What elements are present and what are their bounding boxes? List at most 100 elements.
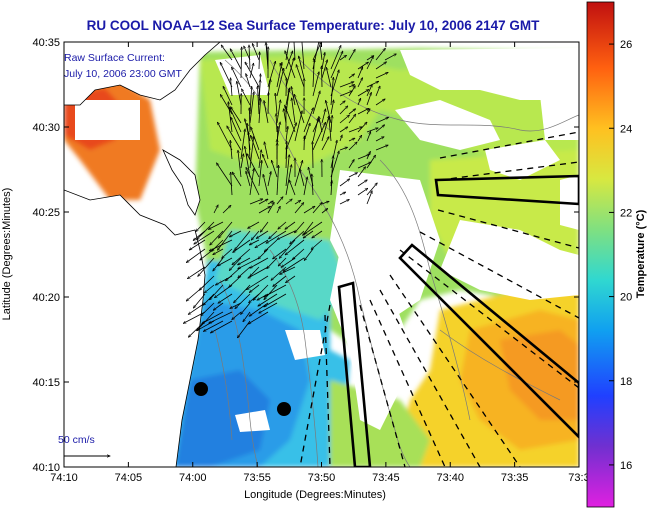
y-tick-label: 40:30 bbox=[32, 122, 60, 134]
current-vector bbox=[249, 284, 260, 293]
current-vector bbox=[292, 248, 305, 260]
current-vector bbox=[303, 177, 307, 196]
current-vector bbox=[238, 257, 251, 265]
current-vector bbox=[375, 48, 385, 61]
current-vector bbox=[357, 67, 363, 79]
current-vector bbox=[235, 230, 251, 250]
current-vector bbox=[251, 230, 260, 240]
current-vector bbox=[357, 108, 369, 115]
colorbar-tick-label: 16 bbox=[620, 460, 632, 472]
current-vector bbox=[280, 266, 296, 274]
current-vector bbox=[204, 284, 215, 293]
current-vector bbox=[278, 221, 287, 229]
current-vector bbox=[267, 202, 274, 214]
colorbar-gradient bbox=[586, 1, 615, 508]
current-vector bbox=[357, 162, 371, 169]
current-vector bbox=[304, 248, 314, 261]
current-vector bbox=[258, 206, 271, 214]
current-vector bbox=[244, 46, 251, 61]
current-vector bbox=[213, 302, 224, 310]
current-vector bbox=[264, 142, 269, 160]
current-vector bbox=[348, 138, 355, 142]
current-vector bbox=[319, 116, 323, 133]
current-vector bbox=[294, 203, 304, 214]
current-vector bbox=[348, 142, 357, 151]
current-vector bbox=[286, 146, 287, 169]
current-vector bbox=[271, 160, 278, 178]
current-vector bbox=[198, 257, 215, 276]
current-vector bbox=[245, 62, 260, 88]
current-vector bbox=[230, 108, 242, 133]
current-vector bbox=[348, 109, 356, 115]
current-vector bbox=[285, 155, 289, 187]
current-vector bbox=[375, 62, 387, 70]
current-vector bbox=[260, 221, 269, 232]
current-vector bbox=[264, 101, 269, 124]
current-vector bbox=[312, 174, 313, 196]
current-vector bbox=[232, 311, 242, 320]
current-vector bbox=[285, 199, 292, 205]
current-vector bbox=[264, 293, 287, 307]
current-vector bbox=[285, 221, 296, 229]
current-vector bbox=[194, 230, 215, 244]
current-vector bbox=[313, 141, 314, 169]
current-vector bbox=[231, 107, 242, 124]
current-vector bbox=[348, 74, 355, 79]
current-vector bbox=[242, 89, 251, 106]
current-vector bbox=[348, 173, 358, 178]
x-tick-label: 73:50 bbox=[308, 472, 336, 484]
current-vector bbox=[294, 160, 303, 187]
current-vector bbox=[246, 275, 269, 290]
current-vector bbox=[267, 257, 278, 269]
current-vector bbox=[366, 92, 371, 106]
current-vector bbox=[241, 302, 251, 315]
current-vector bbox=[331, 115, 332, 133]
colorbar-label: Temperature (°C) bbox=[635, 209, 647, 298]
current-vector bbox=[253, 284, 269, 300]
current-vector bbox=[231, 117, 242, 142]
current-vector bbox=[375, 99, 385, 106]
current-vector bbox=[312, 122, 326, 151]
current-vector bbox=[231, 172, 233, 196]
current-vector bbox=[238, 150, 242, 178]
current-vector bbox=[276, 206, 280, 214]
current-vector bbox=[366, 155, 376, 169]
current-vector bbox=[357, 135, 362, 142]
land bbox=[64, 42, 221, 467]
current-vector bbox=[321, 201, 329, 205]
current-vector bbox=[348, 127, 362, 133]
current-vector bbox=[285, 123, 297, 151]
current-vector bbox=[321, 60, 327, 79]
current-vector bbox=[250, 266, 260, 277]
current-vector bbox=[312, 119, 319, 133]
current-vector bbox=[321, 209, 328, 214]
current-vector bbox=[312, 42, 322, 61]
current-vector bbox=[330, 51, 343, 79]
colorbar: 26 24 22 20 18 16 Temperature (°C) bbox=[586, 1, 647, 508]
current-vector bbox=[269, 230, 278, 239]
current-vector bbox=[339, 127, 348, 133]
current-vector bbox=[218, 293, 233, 303]
current-vector bbox=[211, 239, 224, 251]
current-vector bbox=[329, 118, 332, 142]
legend-line-2: July 10, 2006 23:00 GMT bbox=[64, 68, 182, 80]
current-vector bbox=[256, 230, 269, 239]
current-vector bbox=[238, 257, 260, 269]
current-vector bbox=[228, 102, 233, 133]
current-vector bbox=[259, 302, 278, 313]
current-vector bbox=[330, 140, 337, 169]
current-vector bbox=[246, 171, 251, 187]
current-vector bbox=[209, 239, 233, 251]
colorbar-tick-label: 18 bbox=[620, 376, 632, 388]
current-vector bbox=[193, 230, 206, 241]
current-vector bbox=[304, 221, 323, 234]
current-vector bbox=[275, 93, 278, 115]
current-vector bbox=[263, 174, 269, 196]
x-axis-ticks: 74:10 74:05 74:00 73:55 73:50 73:45 73:40 73:35… bbox=[50, 42, 590, 484]
current-vector bbox=[319, 42, 323, 61]
current-vector bbox=[226, 266, 242, 281]
map-title: RU COOL NOAA–12 Sea Surface Temperature:… bbox=[87, 18, 540, 33]
plot-area bbox=[64, 42, 579, 467]
current-vector bbox=[208, 221, 224, 229]
x-tick-label: 73:55 bbox=[243, 472, 271, 484]
